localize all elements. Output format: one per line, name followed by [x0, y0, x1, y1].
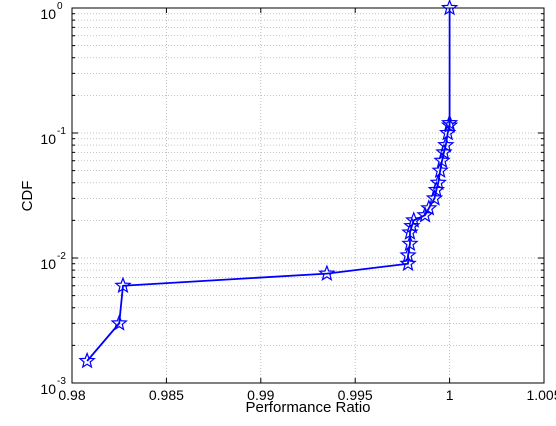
y-tick-base: 10 [40, 256, 56, 272]
x-tick-labels: 0.98 0.985 0.99 0.995 1 1.005 [58, 387, 556, 403]
data-point-star [429, 173, 447, 191]
data-point-star [78, 351, 96, 369]
y-axis-title: CDF [19, 181, 36, 212]
plot-frame [71, 7, 545, 384]
series-group [78, 0, 459, 369]
y-tick-base: 10 [40, 381, 56, 397]
y-tick-exponent: -3 [57, 376, 66, 387]
data-point-star [440, 113, 459, 131]
data-point-star [405, 211, 423, 228]
y-tick-exponent: -2 [57, 251, 66, 262]
data-point-star [399, 246, 417, 263]
y-tick-label: 10 0 [40, 1, 63, 22]
x-tick-label: 1.005 [526, 387, 556, 403]
x-tick-label: 0.995 [338, 387, 373, 403]
y-tick-exponent: 0 [57, 1, 63, 12]
data-point-star [420, 199, 438, 216]
data-point-star [401, 234, 419, 252]
x-tick-label: 0.985 [149, 387, 184, 403]
grid [72, 8, 544, 383]
data-point-star [440, 0, 459, 16]
data-point-star [399, 254, 417, 272]
data-point-star [318, 264, 336, 282]
y-tick-exponent: -1 [57, 126, 66, 137]
y-tick-label: 10 -1 [40, 126, 66, 147]
y-tick-base: 10 [40, 131, 56, 147]
x-axis-title: Performance Ratio [245, 399, 370, 416]
data-point-star [110, 314, 128, 331]
data-point-star [440, 116, 459, 133]
x-tick-label: 1 [446, 387, 454, 403]
x-tick-label: 0.98 [58, 387, 85, 403]
data-point-star [431, 161, 449, 179]
y-tick-base: 10 [40, 6, 56, 22]
plot-area [72, 8, 544, 383]
data-point-star [114, 276, 132, 294]
y-tick-label: 10 -3 [40, 376, 66, 397]
series-line [86, 8, 451, 362]
data-point-star [437, 135, 455, 153]
y-tick-label: 10 -2 [40, 251, 66, 272]
x-tick-label: 0.99 [247, 387, 274, 403]
